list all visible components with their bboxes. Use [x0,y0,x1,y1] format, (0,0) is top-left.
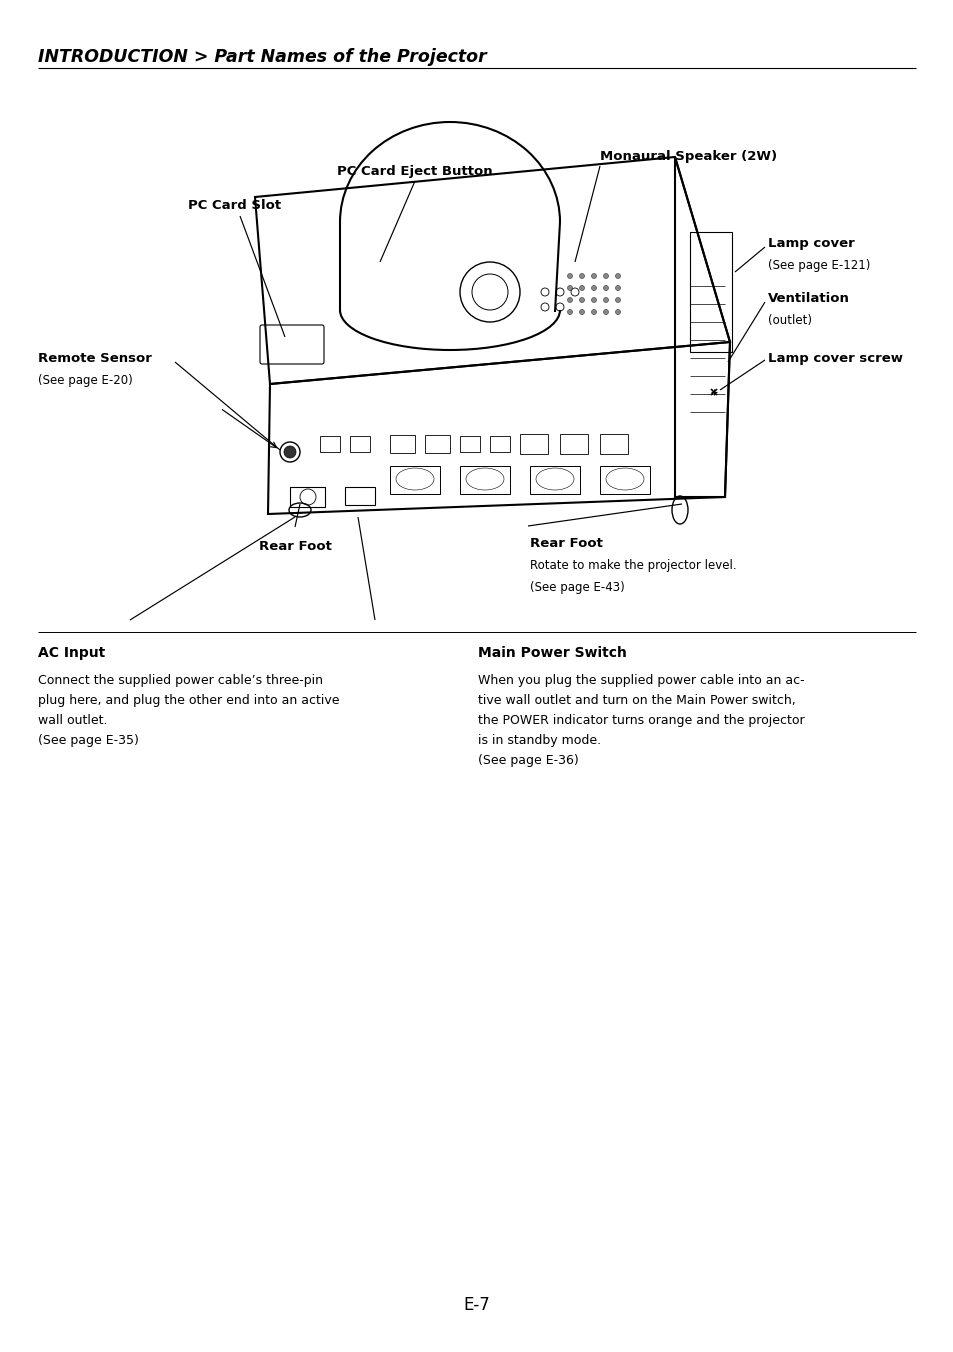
Bar [424,435,450,453]
Circle shape [591,285,596,291]
Circle shape [591,273,596,279]
Bar [689,233,731,352]
Text: Ventilation: Ventilation [767,292,849,306]
Bar [599,466,649,493]
Circle shape [567,273,572,279]
Bar [519,434,547,454]
Circle shape [578,297,584,303]
Circle shape [284,446,295,458]
Text: PC Card Eject Button: PC Card Eject Button [336,165,493,178]
Text: tive wall outlet and turn on the Main Power switch,: tive wall outlet and turn on the Main Po… [477,694,795,707]
Bar [490,435,510,452]
Text: Main Power Switch: Main Power Switch [477,646,626,660]
Text: Lamp cover screw: Lamp cover screw [767,352,902,365]
Text: is in standby mode.: is in standby mode. [477,734,600,748]
Bar [559,434,587,454]
Text: (See page E-35): (See page E-35) [38,734,139,748]
Text: Connect the supplied power cable’s three-pin: Connect the supplied power cable’s three… [38,675,323,687]
Text: PC Card Slot: PC Card Slot [188,199,281,212]
Text: Rear Foot: Rear Foot [530,537,602,550]
Bar [530,466,579,493]
Text: Monaural Speaker (2W): Monaural Speaker (2W) [599,150,777,164]
Bar [599,434,627,454]
Circle shape [578,285,584,291]
Circle shape [591,310,596,315]
Bar [319,435,339,452]
Text: (See page E-20): (See page E-20) [38,375,132,387]
Text: E-7: E-7 [463,1297,490,1314]
Bar [459,466,510,493]
Bar [390,435,415,453]
Text: wall outlet.: wall outlet. [38,714,108,727]
Text: (See page E-36): (See page E-36) [477,754,578,767]
Text: AC Input: AC Input [38,646,105,660]
Bar [390,466,439,493]
Text: plug here, and plug the other end into an active: plug here, and plug the other end into a… [38,694,339,707]
Text: When you plug the supplied power cable into an ac-: When you plug the supplied power cable i… [477,675,803,687]
Text: Rotate to make the projector level.: Rotate to make the projector level. [530,558,736,572]
Bar [350,435,370,452]
Text: (outlet): (outlet) [767,314,811,327]
Circle shape [578,273,584,279]
Circle shape [567,310,572,315]
Circle shape [603,297,608,303]
Text: (See page E-43): (See page E-43) [530,581,624,594]
Bar [345,487,375,506]
Text: the POWER indicator turns orange and the projector: the POWER indicator turns orange and the… [477,714,803,727]
Bar [459,435,479,452]
Circle shape [615,273,619,279]
Text: Lamp cover: Lamp cover [767,237,854,250]
Bar [290,487,325,507]
Circle shape [615,310,619,315]
Circle shape [578,310,584,315]
Circle shape [591,297,596,303]
Circle shape [615,285,619,291]
Circle shape [603,285,608,291]
Text: INTRODUCTION > Part Names of the Projector: INTRODUCTION > Part Names of the Project… [38,49,486,66]
Circle shape [603,273,608,279]
Text: Remote Sensor: Remote Sensor [38,352,152,365]
Circle shape [603,310,608,315]
Circle shape [567,285,572,291]
Text: (See page E-121): (See page E-121) [767,260,869,272]
Text: Rear Foot: Rear Foot [258,539,331,553]
Circle shape [615,297,619,303]
Circle shape [567,297,572,303]
